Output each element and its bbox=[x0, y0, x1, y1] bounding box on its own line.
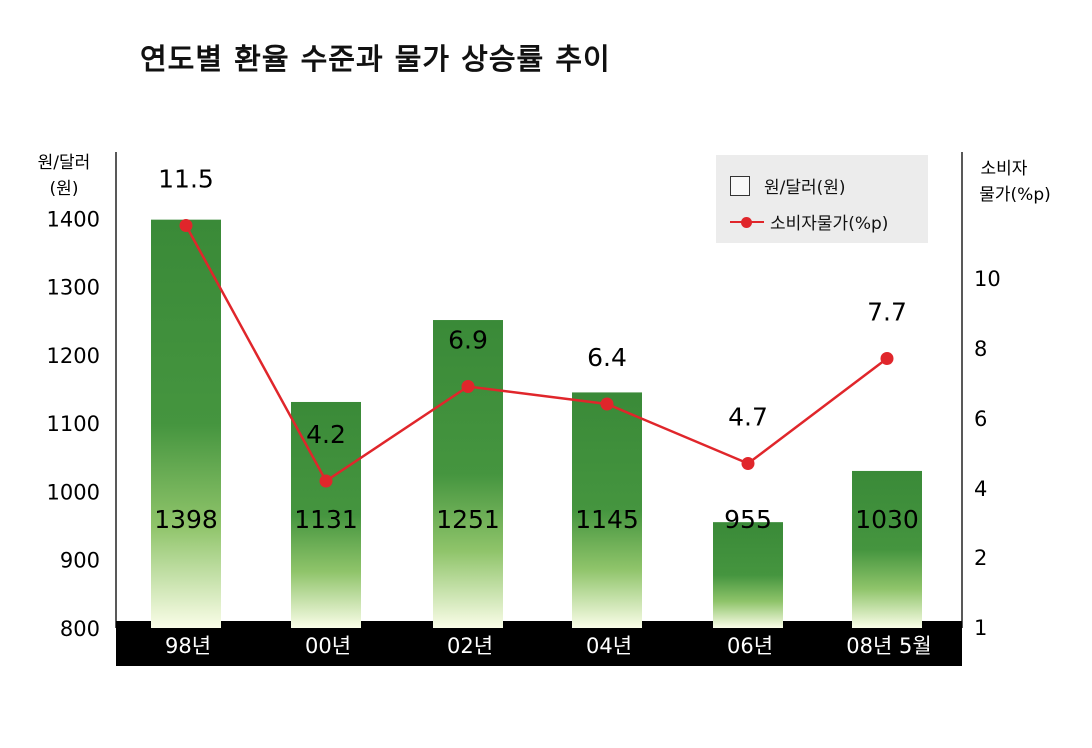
left-tick-label: 1300 bbox=[47, 276, 100, 300]
left-tick-label: 900 bbox=[60, 549, 100, 573]
legend-line-label: 소비자물가(%p) bbox=[770, 214, 889, 234]
right-tick-label: 2 bbox=[974, 546, 987, 570]
bar-swatch-icon bbox=[730, 175, 750, 196]
right-tick-label: 10 bbox=[974, 267, 1001, 291]
category-label: 08년 5월 bbox=[846, 634, 931, 658]
category-band bbox=[116, 621, 962, 666]
line-point bbox=[319, 474, 333, 488]
category-label: 06년 bbox=[727, 634, 773, 658]
bar-value-label: 1145 bbox=[575, 505, 639, 534]
category-label: 02년 bbox=[447, 634, 493, 658]
left-axis-label-line1: 원/달러 bbox=[38, 153, 91, 173]
line-swatch-icon bbox=[730, 215, 764, 229]
category-label: 98년 bbox=[165, 634, 211, 658]
legend-bar-label: 원/달러(원) bbox=[764, 178, 846, 198]
right-axis-label-line2: 물가(%p) bbox=[979, 185, 1051, 205]
line-point bbox=[880, 352, 894, 365]
line-point bbox=[179, 219, 193, 232]
right-tick-label: 6 bbox=[974, 407, 987, 431]
right-tick-label: 8 bbox=[974, 337, 987, 361]
left-tick-label: 1400 bbox=[47, 207, 100, 231]
line-value-label: 4.7 bbox=[728, 403, 768, 432]
left-tick-label: 1000 bbox=[47, 480, 100, 504]
line-value-label: 7.7 bbox=[867, 298, 907, 327]
category-label: 00년 bbox=[305, 634, 351, 658]
legend-item-line: 소비자물가(%p) bbox=[730, 209, 888, 234]
line-point bbox=[461, 380, 475, 393]
bar bbox=[713, 522, 783, 628]
line-point bbox=[600, 397, 614, 411]
left-tick-label: 800 bbox=[60, 617, 100, 641]
left-axis-label-line2: (원) bbox=[50, 179, 79, 199]
bar-value-label: 1398 bbox=[154, 505, 218, 534]
bar bbox=[852, 470, 922, 628]
bar-value-label: 1030 bbox=[855, 505, 919, 534]
line-value-label: 6.9 bbox=[448, 326, 488, 355]
bar bbox=[572, 392, 642, 628]
right-axis-label-line1: 소비자 bbox=[981, 159, 1028, 179]
line-series-path bbox=[184, 224, 888, 483]
left-tick-label: 1100 bbox=[47, 412, 100, 436]
bar-value-label: 955 bbox=[724, 505, 772, 534]
right-tick-label: 4 bbox=[974, 477, 987, 501]
bar bbox=[433, 320, 503, 628]
line-point bbox=[741, 457, 755, 470]
bar-value-label: 1131 bbox=[294, 505, 358, 534]
left-tick-label: 1200 bbox=[47, 344, 100, 368]
bar-value-label: 1251 bbox=[436, 505, 500, 534]
line-value-label: 6.4 bbox=[587, 343, 627, 372]
category-label: 04년 bbox=[586, 634, 632, 658]
right-tick-label: 1 bbox=[974, 616, 987, 640]
bar bbox=[151, 219, 221, 628]
line-value-label: 4.2 bbox=[306, 420, 346, 449]
legend: 원/달러(원) 소비자물가(%p) bbox=[716, 155, 928, 243]
legend-item-bar: 원/달러(원) bbox=[730, 173, 846, 198]
chart-title: 연도별 환율 수준과 물가 상승률 추이 bbox=[140, 42, 611, 76]
line-value-label: 11.5 bbox=[158, 165, 214, 194]
